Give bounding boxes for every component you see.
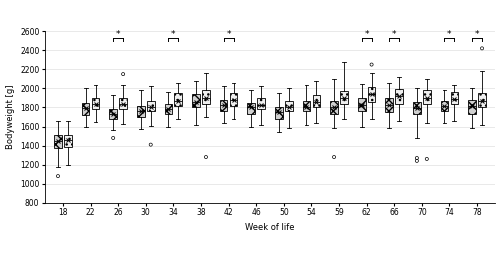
Point <box>423 157 431 161</box>
Text: *: * <box>171 30 175 38</box>
PathPatch shape <box>285 101 292 111</box>
PathPatch shape <box>440 101 448 111</box>
Point <box>478 46 486 50</box>
PathPatch shape <box>450 92 458 104</box>
PathPatch shape <box>358 98 366 111</box>
Point <box>413 156 421 160</box>
PathPatch shape <box>164 104 172 114</box>
PathPatch shape <box>174 93 182 106</box>
PathPatch shape <box>54 135 62 147</box>
Text: *: * <box>226 30 231 38</box>
PathPatch shape <box>386 98 393 112</box>
Text: *: * <box>447 30 452 38</box>
PathPatch shape <box>248 103 255 114</box>
PathPatch shape <box>423 90 430 104</box>
PathPatch shape <box>478 93 486 107</box>
PathPatch shape <box>220 100 228 111</box>
PathPatch shape <box>137 106 144 117</box>
PathPatch shape <box>468 100 476 114</box>
PathPatch shape <box>340 91 348 104</box>
Point <box>413 159 421 163</box>
PathPatch shape <box>202 90 210 104</box>
Point <box>368 62 376 67</box>
PathPatch shape <box>92 98 100 109</box>
PathPatch shape <box>110 109 117 119</box>
Point <box>146 142 154 147</box>
Point <box>109 136 117 140</box>
Text: *: * <box>364 30 369 38</box>
PathPatch shape <box>396 89 403 104</box>
PathPatch shape <box>192 94 200 107</box>
PathPatch shape <box>230 93 237 106</box>
Text: *: * <box>116 30 120 38</box>
PathPatch shape <box>275 107 282 119</box>
Point <box>202 155 210 159</box>
PathPatch shape <box>413 102 420 114</box>
PathPatch shape <box>312 95 320 107</box>
PathPatch shape <box>368 87 376 102</box>
Point <box>119 72 127 76</box>
Text: *: * <box>392 30 396 38</box>
PathPatch shape <box>147 101 154 111</box>
PathPatch shape <box>330 101 338 114</box>
Text: *: * <box>475 30 480 38</box>
Point <box>330 155 338 159</box>
PathPatch shape <box>302 101 310 111</box>
X-axis label: Week of life: Week of life <box>245 223 295 232</box>
PathPatch shape <box>82 103 90 115</box>
PathPatch shape <box>120 98 127 109</box>
Point <box>54 174 62 178</box>
PathPatch shape <box>258 98 265 109</box>
Y-axis label: Bodyweight [g]: Bodyweight [g] <box>6 85 15 149</box>
PathPatch shape <box>64 135 72 147</box>
